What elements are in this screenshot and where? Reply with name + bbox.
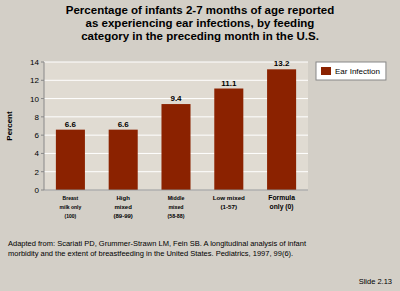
footnote: morbidity and the extent of breastfeedin… (8, 249, 293, 258)
data-label: 9.4 (170, 94, 182, 103)
tick-label: Breastmilk only(100) (60, 195, 82, 219)
legend-frame (316, 62, 386, 80)
plot-area (44, 62, 308, 190)
bar (214, 89, 243, 190)
background (0, 0, 400, 291)
bars (56, 69, 296, 190)
tick-label: 14 (30, 58, 39, 67)
axis-label: Percent (5, 111, 14, 141)
tick-label: Highmixed(89-99) (114, 195, 133, 219)
tick-label: Formulaonly (0) (268, 194, 295, 211)
data-label: 6.6 (118, 120, 130, 129)
tick-label: 2 (35, 168, 40, 177)
tick-label: 12 (30, 76, 39, 85)
legend-label: Ear Infection (335, 67, 380, 76)
tick-label: Middlemixed(58-88) (168, 195, 185, 219)
footnote: Adapted from: Scariati PD, Grummer-Straw… (8, 239, 307, 248)
data-label: 13.2 (274, 59, 290, 68)
grid-line (44, 190, 308, 191)
tick-label: Low mixed(1-57) (213, 194, 245, 210)
grid-line (44, 62, 308, 63)
title: Percentage of infants 2-7 months of age … (66, 4, 334, 42)
tick-label: 0 (35, 186, 40, 195)
slide-number: Slide 2.13 (359, 277, 392, 286)
x-axis (44, 190, 308, 191)
bar (267, 69, 296, 190)
tick-label: 4 (35, 149, 40, 158)
y-axis (44, 62, 45, 190)
legend-swatch (321, 67, 331, 75)
bar (161, 104, 190, 190)
tick-label: 6 (35, 131, 40, 140)
data-label: 11.1 (221, 79, 237, 88)
tick-label: 10 (30, 95, 39, 104)
tick-label: 8 (35, 113, 40, 122)
bar (109, 130, 138, 190)
bar (56, 130, 85, 190)
legend: Ear Infection (316, 62, 386, 80)
data-label: 6.6 (65, 120, 77, 129)
